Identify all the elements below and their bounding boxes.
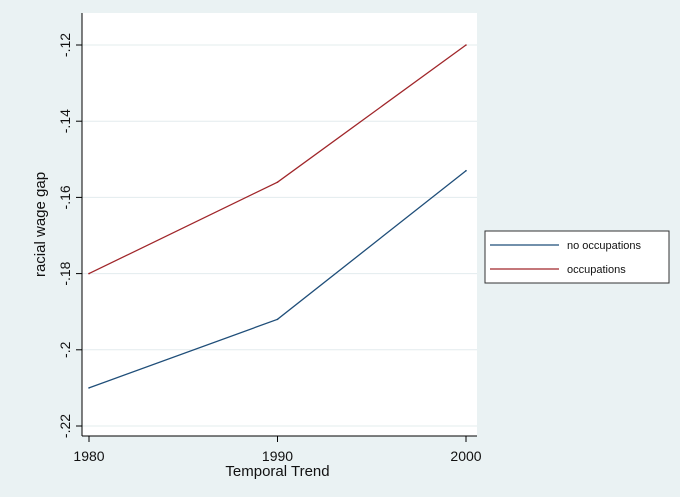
data-point — [276, 318, 279, 321]
y-tick-label: -.16 — [57, 185, 73, 209]
y-ticks: -.22 -.2 -.18 -.16 -.14 -.12 — [57, 33, 82, 438]
x-ticks: 1980 1990 2000 — [73, 436, 482, 464]
grid-lines — [82, 44, 477, 427]
data-point — [465, 169, 467, 172]
y-tick-label: -.14 — [57, 109, 73, 133]
plot-area — [82, 13, 477, 436]
x-tick-label: 1990 — [262, 448, 293, 464]
x-tick-label: 2000 — [450, 448, 481, 464]
data-point — [88, 272, 90, 275]
x-tick-label: 1980 — [73, 448, 104, 464]
data-point — [276, 181, 279, 183]
y-tick-label: -.18 — [57, 261, 73, 285]
x-axis-title: Temporal Trend — [225, 463, 329, 480]
series-layer — [88, 44, 467, 389]
legend-label: no occupations — [567, 240, 641, 252]
legend-label: occupations — [567, 264, 626, 276]
y-tick-label: -.2 — [57, 341, 73, 358]
y-axis-title: racial wage gap — [32, 172, 49, 277]
legend: no occupations occupations — [484, 230, 670, 284]
data-point — [465, 44, 467, 46]
y-tick-label: -.22 — [57, 414, 73, 438]
axes — [81, 13, 477, 437]
data-point — [88, 387, 90, 389]
y-tick-label: -.12 — [57, 33, 73, 57]
legend-box — [484, 230, 670, 284]
